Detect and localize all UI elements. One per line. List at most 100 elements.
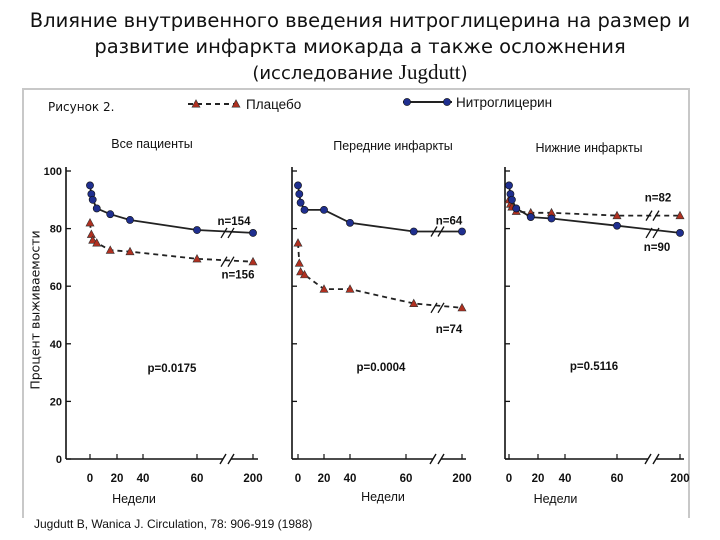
placebo-data-point	[675, 210, 685, 220]
placebo-data-point	[345, 284, 355, 293]
series-break-mark	[645, 227, 653, 239]
title-line-3-suffix: )	[460, 63, 468, 84]
placebo-data-point	[105, 245, 115, 254]
nitro-data-point	[294, 181, 302, 190]
sample-size-label: n=64	[436, 215, 463, 227]
panel-title: Передние инфаркты	[333, 139, 453, 153]
placebo-data-point	[294, 258, 304, 267]
nitro-data-point	[300, 205, 309, 214]
x-axis-break-mark	[652, 453, 660, 465]
placebo-data-point	[293, 238, 303, 247]
y-tick-label: 20	[50, 396, 62, 408]
nitro-data-point	[193, 226, 201, 234]
series-break-mark	[652, 210, 660, 221]
sample-size-label: n=74	[436, 324, 463, 336]
frame-right-line	[688, 88, 690, 518]
y-tick-label: 0	[56, 454, 62, 466]
series-break-mark	[430, 302, 438, 314]
series-break-mark	[227, 256, 235, 268]
frame-left-line	[22, 88, 24, 518]
series-break-mark	[437, 302, 445, 314]
x-tick-label: 40	[344, 473, 357, 485]
placebo-data-point	[125, 246, 135, 256]
placebo-data-point	[86, 229, 96, 238]
nitro-data-point	[295, 190, 304, 198]
legend-nitro-marker	[443, 98, 451, 106]
placebo-data-point	[299, 269, 310, 279]
p-value-label: p=0.0175	[148, 363, 198, 375]
p-value-label: p=0.0004	[357, 362, 407, 374]
panel-title: Все пациенты	[111, 137, 192, 151]
nitro-data-point	[512, 204, 521, 213]
x-tick-label: 0	[506, 473, 512, 485]
y-tick-label: 60	[50, 281, 62, 293]
title-line-2: развитие инфаркта миокарда а также ослож…	[94, 35, 626, 58]
placebo-data-point	[457, 302, 467, 312]
sample-size-label: n=82	[645, 193, 672, 205]
x-tick-label: 60	[611, 473, 624, 485]
title-line-3-prefix: (исследование	[252, 63, 399, 84]
nitro-data-point	[249, 229, 257, 237]
x-tick-label: 200	[243, 473, 262, 485]
y-tick-label: 100	[44, 166, 62, 178]
x-tick-label: 20	[532, 473, 545, 485]
x-axis-break-mark	[644, 453, 652, 465]
title-line-1: Влияние внутривенного введения нитроглиц…	[29, 9, 691, 32]
placebo-data-point	[248, 256, 258, 266]
legend-nitro-marker	[403, 98, 411, 106]
figure-label: Рисунок 2.	[48, 100, 115, 114]
nitro-data-point	[296, 198, 305, 207]
legend-placebo-marker	[231, 99, 241, 108]
placebo-data-point	[409, 298, 419, 307]
series-break-mark	[645, 210, 653, 221]
nitro-data-point	[505, 181, 513, 190]
sample-size-label: n=156	[222, 270, 255, 282]
x-tick-label: 0	[295, 473, 301, 485]
nitro-data-point	[613, 221, 621, 230]
x-axis-break-mark	[227, 453, 235, 465]
series-break-mark	[437, 226, 445, 237]
nitro-data-point	[106, 210, 115, 219]
nitro-data-point	[676, 229, 684, 237]
placebo-data-point	[85, 218, 95, 227]
x-tick-label: 20	[318, 473, 331, 485]
title-line-3: (исследование Jugdutt)	[0, 59, 720, 87]
series-break-mark	[227, 227, 235, 239]
nitro-data-point	[320, 205, 328, 214]
nitro-data-point	[458, 227, 466, 236]
sample-size-label: n=90	[644, 242, 671, 254]
placebo-series-line	[297, 242, 463, 309]
y-tick-label: 40	[50, 339, 62, 351]
nitro-data-point	[547, 214, 556, 223]
x-axis-label: Недели	[361, 490, 405, 504]
x-tick-label: 20	[111, 473, 124, 485]
legend-nitro-label: Нитроглицерин	[456, 95, 552, 110]
p-value-label: p=0.5116	[570, 361, 618, 373]
x-tick-label: 40	[559, 473, 572, 485]
nitro-data-point	[526, 213, 535, 221]
frame-top-line	[22, 88, 690, 90]
nitro-data-point	[88, 195, 97, 204]
placebo-data-point	[612, 210, 622, 220]
x-tick-label: 0	[87, 473, 93, 485]
nitro-data-point	[126, 216, 134, 224]
nitro-data-point	[507, 195, 516, 204]
x-tick-label: 200	[670, 473, 689, 485]
nitro-data-point	[92, 204, 101, 213]
series-break-mark	[220, 227, 228, 239]
sample-size-label: n=154	[218, 216, 252, 228]
x-axis-break-mark	[219, 453, 227, 465]
series-break-mark	[430, 226, 438, 237]
panel-title: Нижние инфаркты	[535, 141, 642, 155]
x-axis-break-mark	[437, 453, 445, 465]
source-citation: Jugdutt B, Wanica J. Circulation, 78: 90…	[34, 517, 313, 531]
placebo-data-point	[319, 284, 329, 293]
nitro-data-point	[86, 181, 94, 190]
x-axis-label: Недели	[534, 492, 578, 506]
legend-placebo-marker	[191, 99, 201, 108]
series-break-mark	[220, 256, 228, 268]
x-tick-label: 200	[452, 473, 471, 485]
x-tick-label: 60	[191, 473, 204, 485]
placebo-data-point	[296, 266, 306, 276]
